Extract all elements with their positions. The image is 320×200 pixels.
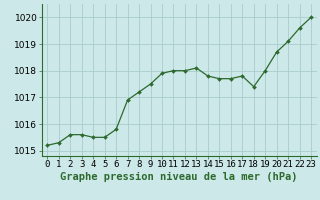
X-axis label: Graphe pression niveau de la mer (hPa): Graphe pression niveau de la mer (hPa) xyxy=(60,172,298,182)
